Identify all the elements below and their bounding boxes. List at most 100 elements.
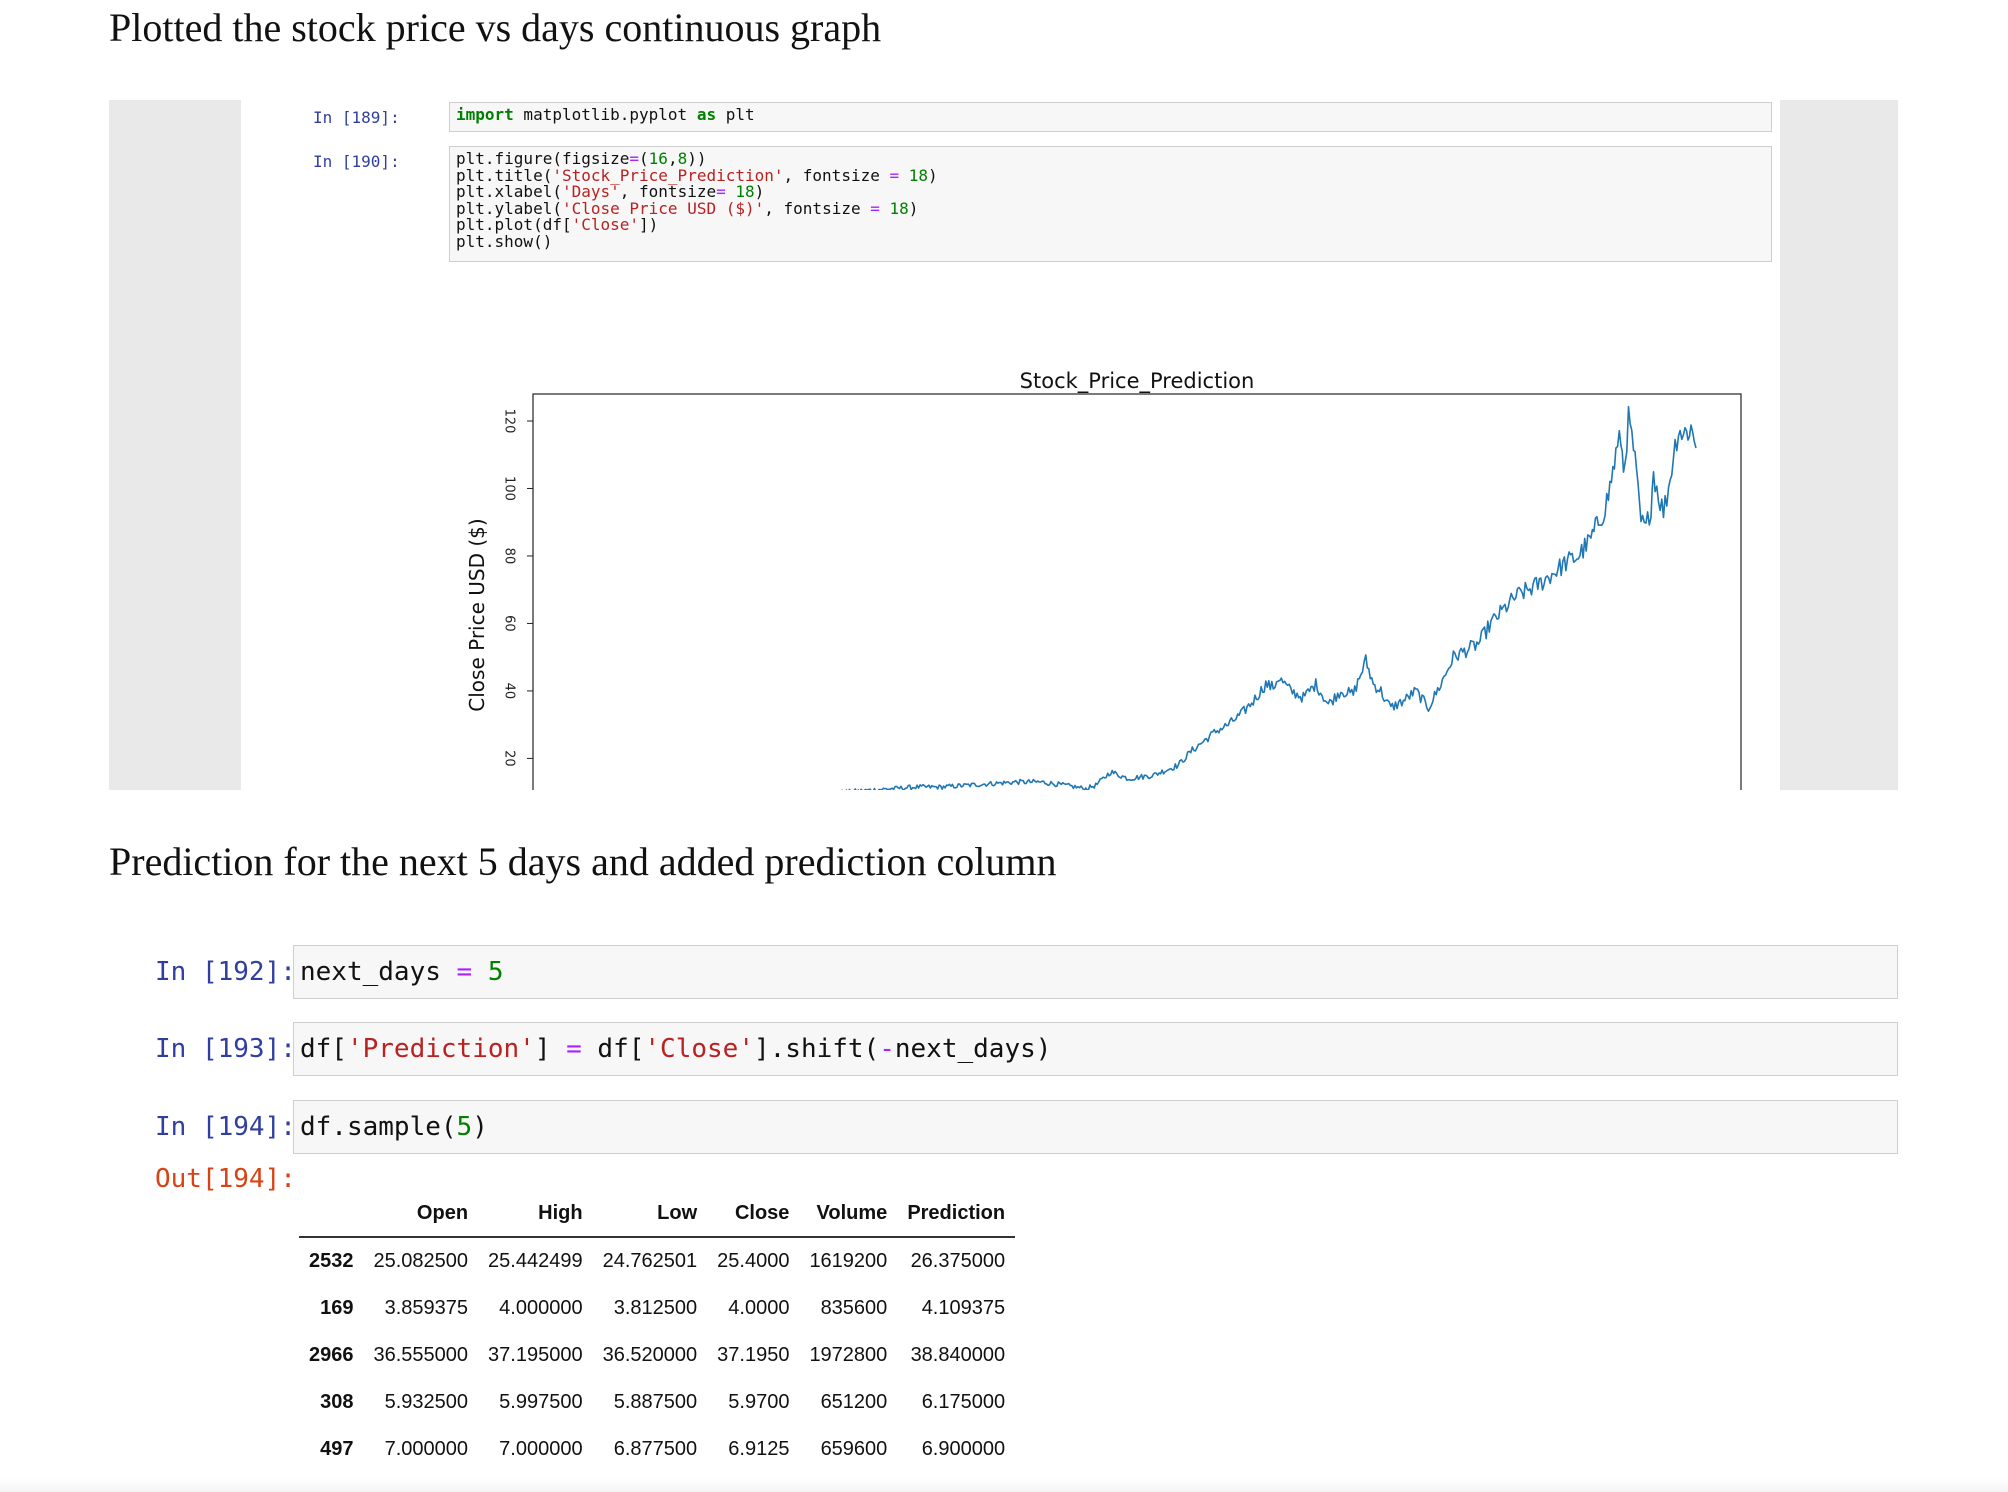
code-operator: = [456,957,473,987]
stock-price-chart: Stock_Price_Prediction 01000200030004000… [465,369,1742,790]
section-heading-prediction: Prediction for the next 5 days and added… [109,839,1057,884]
plot-screenshot-panel: In [189]: import matplotlib.pyplot as pl… [109,100,1898,790]
code-text: ) [472,1112,488,1142]
code-cell-194[interactable]: df.sample(5) [293,1100,1898,1154]
table-cell: 4.000000 [499,1297,583,1319]
table-cell: 5.9700 [728,1391,790,1413]
code-operator: - [879,1034,895,1064]
code-operator: = [566,1034,582,1064]
column-header: Prediction [907,1201,1006,1224]
plot-frame [532,393,1742,790]
column-header: Volume [816,1201,888,1224]
code-text [472,957,488,987]
code-line: plt.xlabel('Days', fontsize= 18) [456,182,1765,201]
table-cell: 24.762501 [602,1250,698,1272]
row-index: 308 [320,1391,354,1413]
code-number: 18 [889,198,909,218]
code-number: 8 [677,149,688,168]
row-index: 169 [320,1297,354,1319]
code-operator: = [889,165,900,185]
table-row: 2966 36.555000 37.195000 36.520000 37.19… [299,1332,1015,1379]
y-tick-label: 80 [502,548,517,565]
cell-prompt-193: In [193]: [155,1034,296,1064]
table-cell: 4.0000 [728,1297,790,1319]
code-text: plt.show() [456,231,553,251]
table-row: 497 7.000000 7.000000 6.877500 6.9125 65… [299,1426,1015,1473]
output-prompt-194: Out[194]: [155,1164,296,1194]
code-text: plt.title( [456,165,553,185]
table-row: 2532 25.082500 25.442499 24.762501 25.40… [299,1237,1015,1285]
code-text: ( [639,149,649,168]
table-cell: 3.812500 [613,1297,698,1319]
code-text: df[ [581,1034,645,1064]
keyword: import [456,105,514,124]
code-text: ) [754,182,765,201]
code-text: ]) [639,215,659,234]
code-number: 18 [735,182,755,201]
row-index: 497 [320,1438,354,1460]
code-text: df[ [300,1034,347,1064]
code-text: plt.figure(figsize [456,149,630,168]
cell-prompt-189: In [189]: [313,108,400,127]
table-cell: 1619200 [809,1250,888,1272]
table-cell: 6.877500 [613,1438,698,1460]
code-text: , fontsize [619,182,717,201]
code-cell-190[interactable]: plt.figure(figsize=(16,8)) plt.title('Sto… [449,146,1772,262]
code-string: 'Prediction' [346,1034,535,1064]
code-line: plt.ylabel('Close Price USD ($)', fontsi… [456,198,1765,218]
table-cell: 5.997500 [499,1391,583,1413]
row-index: 2966 [309,1344,354,1366]
table-cell: 25.4000 [717,1250,790,1272]
y-tick-label: 60 [502,615,517,632]
code-cell-189[interactable]: import matplotlib.pyplot as plt [449,102,1772,132]
y-axis-label: Close Price USD ($) [465,518,489,711]
column-header: Close [734,1201,790,1224]
close-price-line [841,405,1697,790]
y-tick-label: 100 [502,476,517,501]
code-string: 'Close' [644,1034,754,1064]
notebook-area: In [189]: import matplotlib.pyplot as pl… [241,100,1780,790]
table-header-row: Open High Low Close Volume Prediction [299,1190,1016,1237]
table-row: 308 5.932500 5.997500 5.887500 5.9700 65… [299,1379,1015,1426]
table-cell: 6.900000 [921,1438,1006,1460]
code-operator: = [629,149,640,168]
code-text: , [667,149,678,168]
cell-prompt-190: In [190]: [313,152,400,171]
table-cell: 1972800 [809,1344,888,1366]
code-text: ].shift( [753,1034,880,1064]
table-cell: 5.932500 [384,1391,469,1413]
cell-prompt-194: In [194]: [155,1112,296,1142]
code-string: 'Close' [571,215,640,234]
code-text: )) [687,149,707,168]
table-cell: 36.520000 [602,1344,698,1366]
code-number: 16 [648,149,668,168]
code-text: ) [908,198,919,218]
table-cell: 835600 [820,1297,888,1319]
column-header: High [538,1201,583,1224]
y-tick-label: 120 [502,409,517,434]
table-cell: 25.082500 [373,1250,469,1272]
code-number: 18 [908,165,929,185]
code-string: 'Stock_Price_Prediction' [552,165,784,185]
column-header: Low [657,1201,698,1224]
code-cell-193[interactable]: df['Prediction'] = df['Close'].shift(-ne… [293,1022,1898,1076]
code-cell-192[interactable]: next_days = 5 [293,945,1898,999]
table-cell: 7.000000 [499,1438,583,1460]
code-text: plt [716,105,755,124]
code-text: , fontsize [783,165,890,185]
column-header: Open [416,1201,469,1224]
code-text: next_days) [894,1034,1052,1064]
table-cell: 26.375000 [910,1250,1006,1272]
table-cell: 4.109375 [921,1297,1006,1319]
y-tick-label: 20 [502,750,517,767]
table-cell: 36.555000 [373,1344,469,1366]
code-text: plt.xlabel( [456,182,562,201]
table-cell: 659600 [820,1438,888,1460]
code-text: ] [534,1034,567,1064]
code-text: plt.ylabel( [456,198,562,218]
y-tick-label: 40 [502,683,517,700]
section-heading-plot: Plotted the stock price vs days continuo… [109,5,882,50]
table-cell: 38.840000 [910,1344,1006,1366]
code-line: plt.title('Stock_Price_Prediction', font… [456,165,1765,185]
code-string: 'Close Price USD ($)' [561,198,765,218]
